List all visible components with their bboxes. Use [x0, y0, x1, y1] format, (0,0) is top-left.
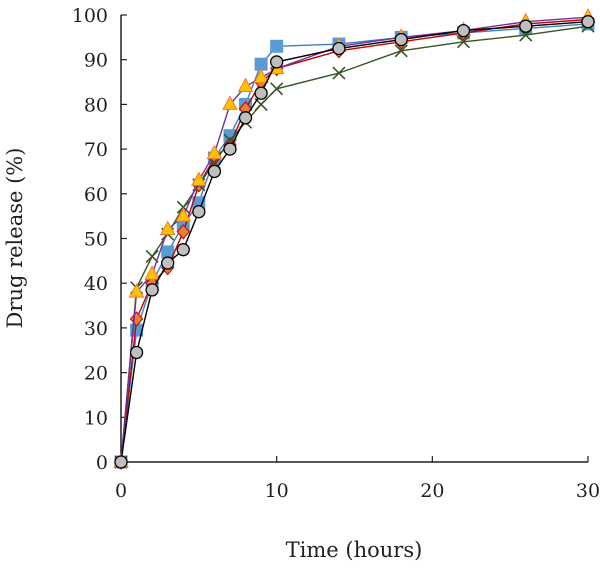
- diamond-marker: [176, 224, 190, 240]
- circle-marker: [129, 345, 144, 360]
- series-line: [120, 18, 589, 463]
- x-marker-stroke: [456, 35, 471, 49]
- x-marker-stroke: [254, 97, 268, 111]
- triangle-marker: [253, 68, 269, 84]
- circle-marker: [394, 32, 408, 47]
- series-triangle: [113, 8, 596, 468]
- axes: [120, 15, 588, 463]
- x-marker-stroke: [270, 82, 284, 96]
- x-marker: [394, 44, 408, 58]
- triangle-marker: [222, 95, 238, 110]
- y-axis-title: Drug release (%): [3, 148, 27, 329]
- x-tick-label: 30: [576, 480, 600, 502]
- circle-marker: [254, 86, 268, 100]
- square-marker: [161, 245, 175, 259]
- series-line: [120, 21, 589, 463]
- triangle-marker: [144, 265, 160, 280]
- circle-marker: [581, 15, 595, 29]
- y-tick-label: 50: [84, 229, 108, 251]
- y-tick-label: 80: [84, 94, 108, 116]
- triangle-marker: [128, 283, 145, 298]
- triangle-marker: [237, 77, 254, 93]
- circle-marker: [176, 243, 190, 257]
- series-layer: [113, 8, 596, 470]
- series-line: [120, 23, 589, 463]
- series-line: [120, 25, 589, 463]
- y-tick-label: 20: [84, 363, 108, 385]
- circle-marker: [519, 19, 533, 33]
- square-marker: [270, 39, 284, 53]
- y-tick-label: 90: [84, 50, 108, 72]
- y-tick-label: 30: [84, 318, 108, 340]
- y-tick-label: 10: [84, 407, 108, 429]
- series-square: [114, 17, 595, 469]
- x-marker-stroke: [145, 249, 159, 263]
- triangle-marker: [190, 171, 207, 186]
- circle-marker: [145, 283, 159, 297]
- circle-marker: [114, 455, 128, 469]
- square-marker: [254, 57, 268, 71]
- circle-marker: [270, 55, 284, 69]
- tick-labels: 0 10 20 30 40 50 60 70 80 90 100 0 10 20 30: [72, 5, 600, 502]
- triangle-marker: [175, 207, 192, 222]
- circle-marker: [161, 256, 175, 270]
- series-circle: [114, 15, 595, 469]
- triangle-marker: [159, 220, 176, 236]
- x-tick-label: 20: [420, 480, 444, 502]
- circle-marker: [238, 111, 253, 125]
- ticks: [120, 14, 589, 463]
- y-tick-label: 70: [84, 139, 108, 161]
- x-marker: [145, 249, 159, 263]
- triangle-marker: [206, 144, 223, 160]
- y-tick-label: 100: [72, 5, 108, 27]
- y-tick-label: 0: [96, 452, 108, 474]
- x-axis-title: Time (hours): [286, 538, 423, 562]
- x-marker: [270, 82, 284, 96]
- circle-marker: [456, 23, 471, 38]
- y-tick-label: 40: [84, 273, 108, 295]
- circle-marker: [207, 164, 222, 179]
- x-marker-stroke: [332, 66, 346, 80]
- series-line: [120, 16, 589, 463]
- x-marker-stroke: [394, 44, 408, 58]
- x-marker: [332, 66, 346, 80]
- y-tick-label: 60: [84, 184, 108, 206]
- x-tick-label: 0: [115, 480, 127, 502]
- x-marker: [456, 35, 471, 49]
- circle-marker: [332, 41, 346, 56]
- circle-marker: [192, 205, 206, 219]
- circle-marker: [223, 142, 237, 156]
- x-tick-label: 10: [265, 480, 289, 502]
